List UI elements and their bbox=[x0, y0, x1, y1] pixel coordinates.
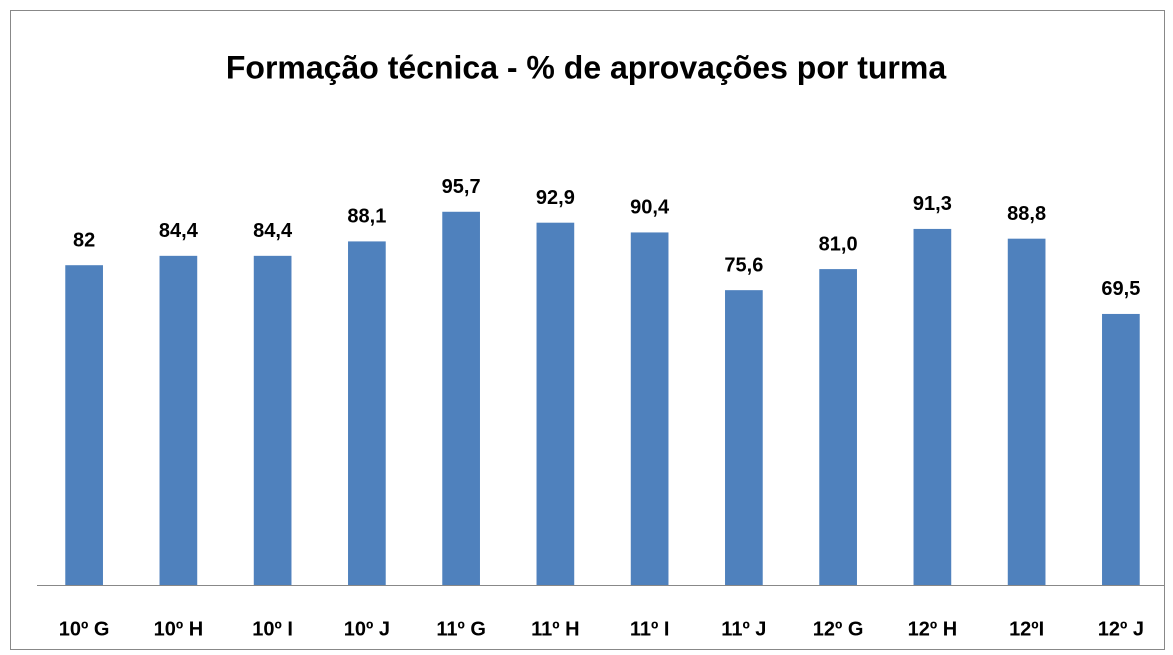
bar bbox=[913, 228, 952, 585]
bar bbox=[630, 232, 669, 585]
bar bbox=[725, 290, 763, 585]
bar bbox=[819, 269, 857, 585]
x-tick-label: 12º G bbox=[813, 618, 864, 640]
chart-title: Formação técnica - % de aprovações por t… bbox=[226, 49, 946, 85]
x-tick-label: 12º H bbox=[908, 618, 958, 640]
x-tick-label: 12º J bbox=[1098, 618, 1144, 640]
value-label: 92,9 bbox=[536, 187, 575, 209]
value-label: 75,6 bbox=[724, 254, 763, 276]
x-tick-label: 10º G bbox=[59, 618, 110, 640]
x-tick-label: 11º G bbox=[436, 618, 486, 640]
value-label: 91,3 bbox=[913, 193, 952, 215]
bar bbox=[536, 222, 575, 585]
bar bbox=[442, 211, 480, 585]
x-tick-label: 10º H bbox=[154, 618, 204, 640]
value-label: 84,4 bbox=[159, 220, 199, 242]
bar bbox=[159, 255, 198, 585]
bar bbox=[1007, 238, 1046, 585]
value-label: 84,4 bbox=[253, 220, 293, 242]
bar bbox=[65, 265, 103, 585]
value-label: 88,8 bbox=[1007, 203, 1046, 225]
value-label: 95,7 bbox=[442, 176, 481, 198]
value-label: 81,0 bbox=[819, 233, 858, 255]
chart-frame bbox=[10, 10, 1165, 650]
bar bbox=[1102, 313, 1140, 585]
bar bbox=[348, 241, 386, 585]
value-label: 88,1 bbox=[347, 206, 386, 228]
value-label: 82 bbox=[73, 229, 95, 251]
x-tick-label: 11º H bbox=[531, 618, 579, 640]
value-label: 69,5 bbox=[1101, 278, 1140, 300]
x-tick-label: 11º J bbox=[721, 618, 766, 640]
value-label: 90,4 bbox=[630, 197, 670, 219]
x-tick-label: 10º I bbox=[252, 618, 293, 640]
bar bbox=[253, 255, 292, 585]
x-tick-label: 11º I bbox=[630, 618, 670, 640]
x-tick-label: 12ºI bbox=[1009, 618, 1044, 640]
x-tick-label: 10º J bbox=[344, 618, 390, 640]
